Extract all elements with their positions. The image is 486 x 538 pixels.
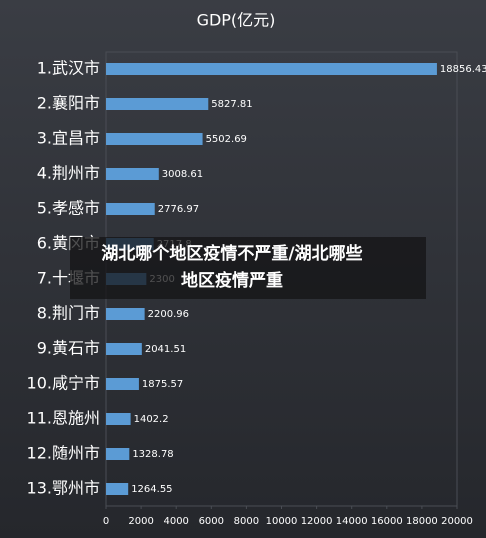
y-tick-label: 2.襄阳市 [37, 94, 100, 113]
value-label: 2200.96 [148, 309, 189, 320]
y-tick-label: 1.武汉市 [37, 59, 100, 78]
bar [106, 483, 129, 495]
x-tick-label: 18000 [406, 516, 438, 527]
x-tick-label: 16000 [371, 516, 403, 527]
value-label: 2776.97 [158, 204, 199, 215]
value-label: 3008.61 [162, 169, 203, 180]
x-tick-label: 6000 [199, 516, 224, 527]
value-label: 5827.81 [211, 99, 252, 110]
x-tick-label: 14000 [336, 516, 368, 527]
value-label: 1328.78 [132, 449, 173, 460]
chart-title: GDP(亿元) [197, 11, 276, 30]
x-tick-label: 2000 [128, 516, 153, 527]
x-tick-label: 20000 [441, 516, 473, 527]
bar [106, 413, 131, 425]
x-tick-label: 12000 [301, 516, 333, 527]
bar [106, 133, 203, 145]
bar [106, 168, 159, 180]
value-label: 1402.2 [134, 414, 169, 425]
bar [106, 98, 209, 110]
x-tick-label: 4000 [163, 516, 188, 527]
banner-bg [70, 237, 426, 299]
x-tick-label: 10000 [266, 516, 298, 527]
value-label: 1875.57 [142, 379, 183, 390]
banner-line: 地区疫情严重 [181, 270, 283, 291]
value-label: 2041.51 [145, 344, 186, 355]
y-tick-label: 11.恩施州 [27, 409, 100, 428]
y-tick-label: 12.随州市 [27, 444, 100, 463]
bar [106, 63, 437, 75]
bar [106, 308, 145, 320]
bar [106, 378, 139, 390]
banner-line: 湖北哪个地区疫情不严重/湖北哪些 [101, 243, 362, 264]
value-label: 18856.43 [440, 64, 486, 75]
x-tick-label: 8000 [234, 516, 259, 527]
bar [106, 203, 155, 215]
bar [106, 343, 142, 355]
y-tick-label: 4.荆州市 [37, 164, 100, 183]
y-tick-label: 5.孝感市 [37, 199, 100, 218]
y-tick-label: 13.鄂州市 [27, 479, 100, 498]
bar [106, 448, 130, 460]
value-label: 1264.55 [131, 484, 172, 495]
y-tick-label: 10.咸宁市 [27, 374, 100, 393]
value-label: 5502.69 [206, 134, 247, 145]
x-tick-label: 0 [103, 516, 109, 527]
y-tick-label: 8.荆门市 [37, 304, 100, 323]
y-tick-label: 3.宜昌市 [37, 129, 100, 148]
y-tick-label: 9.黄石市 [37, 339, 100, 358]
